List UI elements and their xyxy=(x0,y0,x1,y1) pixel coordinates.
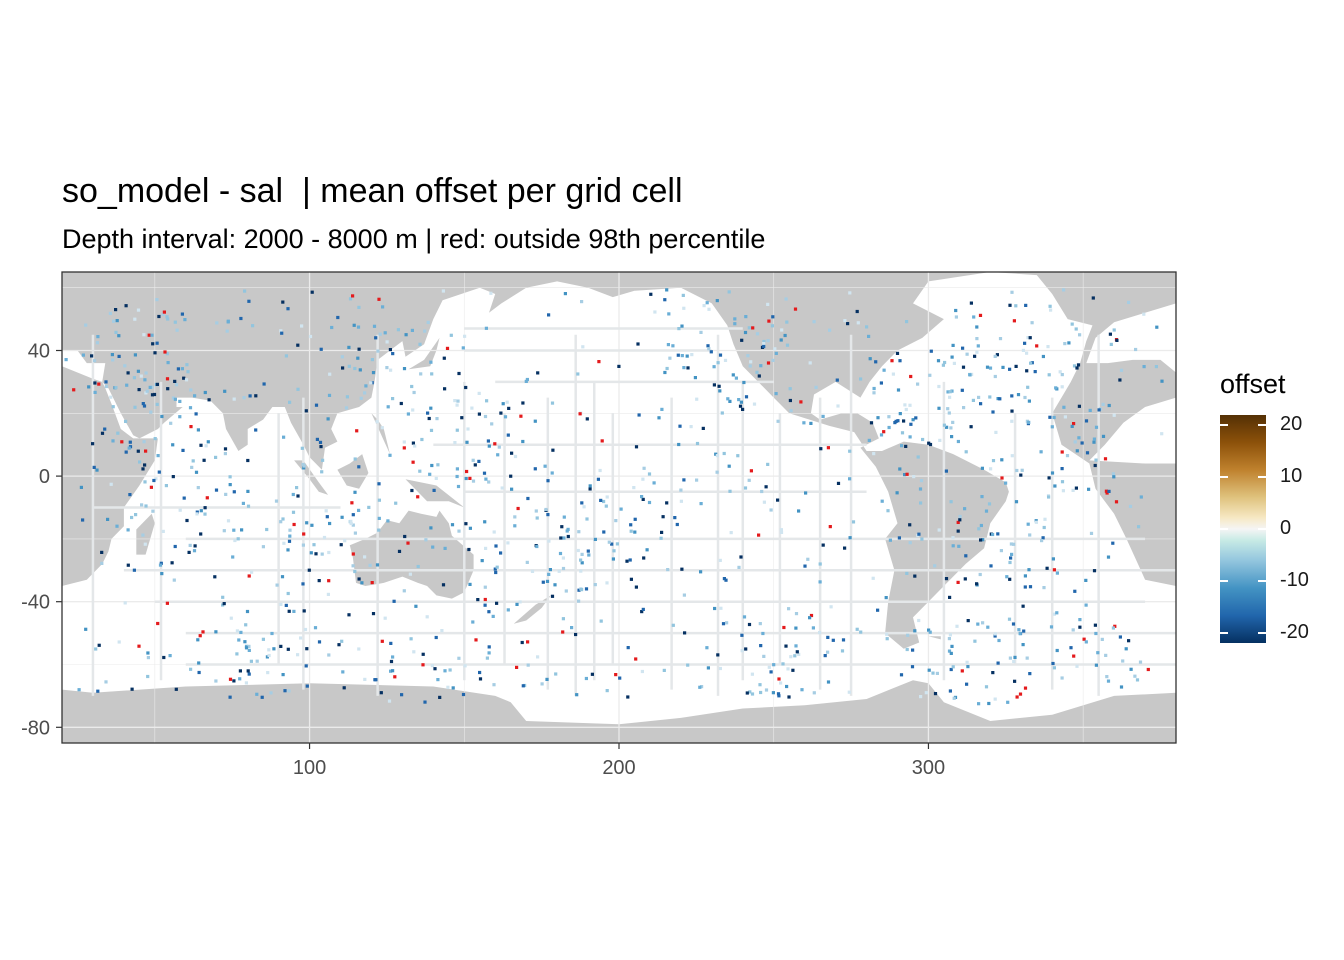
legend-tick-label: 20 xyxy=(1280,413,1303,436)
legend-tick-mark xyxy=(1258,476,1266,479)
legend-tick-mark xyxy=(1220,476,1228,479)
legend-tick-mark xyxy=(1258,579,1266,582)
y-tick-label: 0 xyxy=(39,466,50,488)
chart-title: so_model - sal | mean offset per grid ce… xyxy=(62,172,683,210)
legend-tick-mark xyxy=(1258,528,1266,530)
legend-tick-label: 10 xyxy=(1280,465,1303,488)
x-tick-label: 100 xyxy=(293,757,326,779)
legend-tick-mark xyxy=(1220,631,1228,634)
y-axis: 40 0 -40 -80 xyxy=(21,341,62,739)
offset-cells xyxy=(64,288,1164,706)
x-tick-label: 300 xyxy=(912,757,945,779)
float-tracks xyxy=(91,327,1176,696)
x-tick-label: 200 xyxy=(602,757,635,779)
legend-tick-label: -10 xyxy=(1280,568,1309,591)
legend-tick-mark xyxy=(1258,424,1266,427)
y-tick-label: -40 xyxy=(21,592,50,614)
legend-tick-label: -20 xyxy=(1280,620,1309,643)
chart-subtitle: Depth interval: 2000 - 8000 m | red: out… xyxy=(62,224,766,254)
legend-tick-mark xyxy=(1220,579,1228,582)
legend-tick-mark xyxy=(1258,631,1266,634)
legend-tick-label: 0 xyxy=(1280,517,1292,539)
legend-tick-mark xyxy=(1220,528,1228,530)
y-tick-label: 40 xyxy=(28,341,50,363)
y-tick-label: -80 xyxy=(21,717,50,739)
legend-tick-mark xyxy=(1220,424,1228,427)
x-axis: 100 200 300 xyxy=(293,743,945,779)
legend-title: offset xyxy=(1220,369,1286,399)
